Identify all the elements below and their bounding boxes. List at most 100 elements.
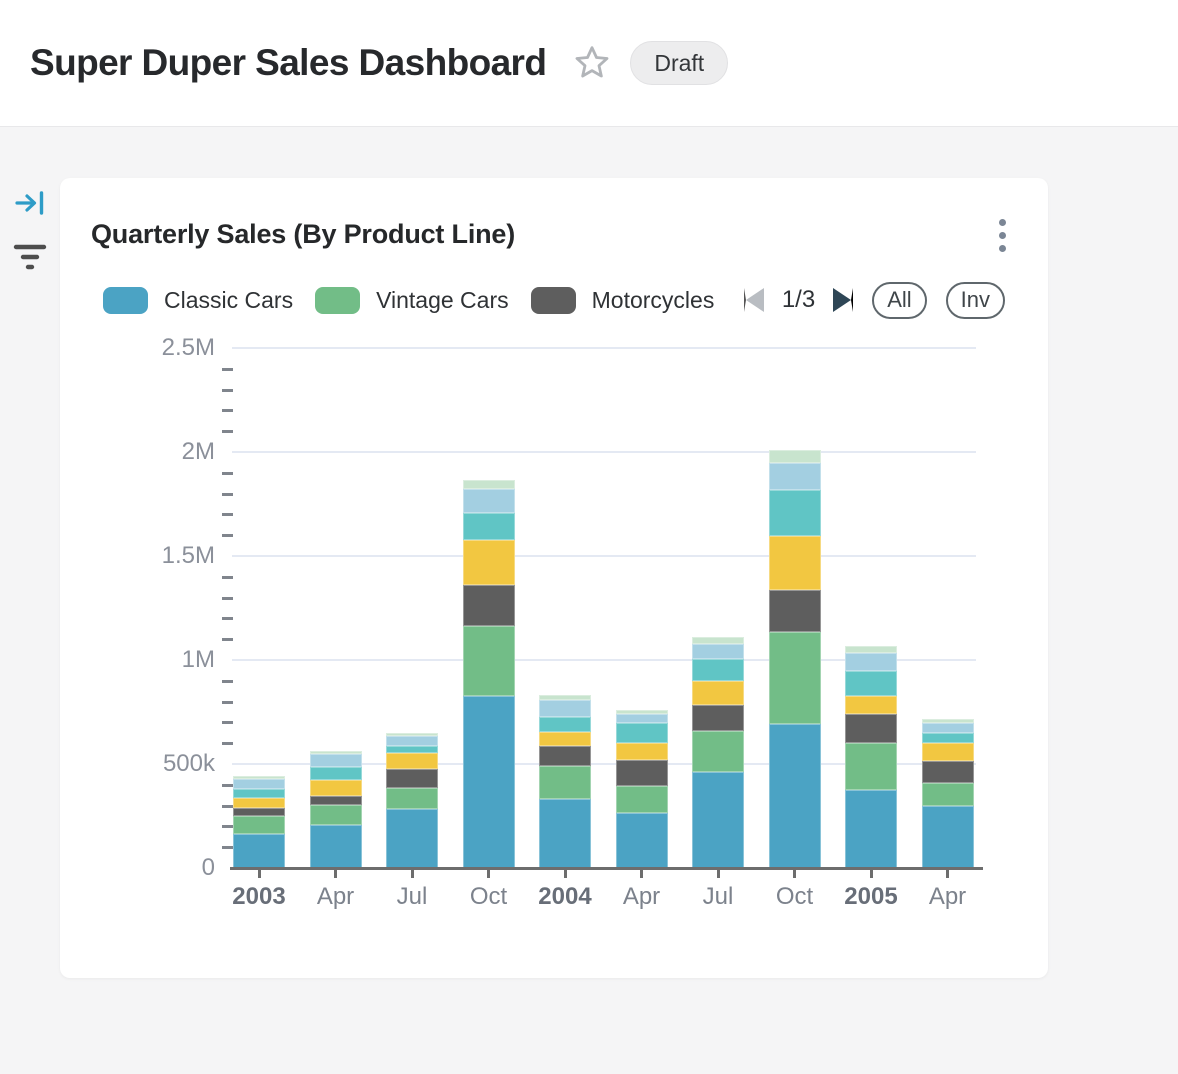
bar-segment-vintage-cars[interactable] [921,782,974,807]
bar-segment-series-6[interactable] [309,754,362,767]
bar-segment-series-7[interactable] [615,709,668,714]
bar-segment-vintage-cars[interactable] [233,816,285,834]
bar-segment-classic-cars[interactable] [768,724,821,868]
y-axis-minor-tick [222,367,233,371]
bar-segment-series-6[interactable] [921,723,974,733]
legend-label: Motorcycles [591,286,715,313]
y-axis-minor-tick [222,388,233,392]
bar-segment-vintage-cars[interactable] [309,805,362,825]
bar-apr-5 [615,709,668,868]
bar-segment-motorcycles[interactable] [921,760,974,783]
bar-segment-motorcycles[interactable] [462,584,515,626]
bar-segment-series-4[interactable] [921,742,974,761]
bar-segment-series-7[interactable] [845,645,897,654]
bar-2004-4 [539,695,591,868]
legend-select-all-button[interactable]: All [872,281,927,319]
bar-segment-series-4[interactable] [309,780,362,797]
bar-segment-motorcycles[interactable] [692,704,744,731]
legend-swatch [315,286,361,314]
bar-segment-series-5[interactable] [309,766,362,781]
y-axis-minor-tick [222,575,233,579]
bar-segment-motorcycles[interactable] [768,589,821,633]
bar-segment-motorcycles[interactable] [845,714,897,743]
y-axis-tick-label: 0 [201,854,215,881]
bar-segment-series-7[interactable] [233,776,285,780]
legend-item-classic-cars[interactable]: Classic Cars [103,286,293,314]
bar-segment-series-6[interactable] [692,643,744,660]
bar-segment-series-5[interactable] [768,489,821,537]
bar-2003-0 [233,776,285,868]
bar-segment-motorcycles[interactable] [233,808,285,817]
bar-segment-series-4[interactable] [768,536,821,590]
bar-segment-vintage-cars[interactable] [462,625,515,696]
bar-segment-classic-cars[interactable] [386,809,438,868]
bar-segment-series-6[interactable] [539,700,591,717]
bar-segment-series-5[interactable] [921,732,974,743]
bar-segment-series-6[interactable] [233,779,285,790]
bar-segment-classic-cars[interactable] [845,790,897,868]
legend-item-vintage-cars[interactable]: Vintage Cars [315,286,509,314]
favorite-star-icon[interactable] [572,43,612,83]
bar-segment-series-5[interactable] [462,512,515,540]
bar-segment-series-7[interactable] [768,450,821,463]
bar-segment-series-7[interactable] [386,733,438,737]
bar-segment-classic-cars[interactable] [921,806,974,868]
bar-segment-classic-cars[interactable] [615,813,668,868]
y-axis-minor-tick [222,700,233,704]
app-header: Super Duper Sales Dashboard Draft [0,0,1178,127]
bar-segment-series-6[interactable] [845,653,897,671]
bar-segment-vintage-cars[interactable] [692,730,744,772]
bar-segment-classic-cars[interactable] [309,824,362,868]
bar-segment-series-6[interactable] [768,462,821,490]
bar-segment-series-4[interactable] [845,696,897,715]
bar-segment-vintage-cars[interactable] [845,742,897,790]
bar-segment-series-6[interactable] [615,713,668,724]
y-axis-minor-tick [222,492,233,496]
bar-segment-series-7[interactable] [921,719,974,724]
bar-segment-series-4[interactable] [539,731,591,746]
bar-segment-series-4[interactable] [615,742,668,761]
bar-segment-series-7[interactable] [462,480,515,490]
bar-segment-vintage-cars[interactable] [386,788,438,810]
bar-segment-series-7[interactable] [309,750,362,755]
bar-segment-series-4[interactable] [386,753,438,770]
bar-segment-series-6[interactable] [386,736,438,747]
bar-segment-series-5[interactable] [615,723,668,743]
bar-segment-series-4[interactable] [462,540,515,585]
bar-segment-series-5[interactable] [386,746,438,754]
card-menu-button[interactable] [988,212,1016,258]
bar-segment-classic-cars[interactable] [233,833,285,868]
bar-segment-series-4[interactable] [692,680,744,705]
bar-segment-classic-cars[interactable] [539,798,591,868]
bar-segment-series-5[interactable] [539,716,591,732]
filter-button[interactable] [12,240,48,277]
bar-segment-vintage-cars[interactable] [539,765,591,799]
bar-segment-series-7[interactable] [692,637,744,644]
bar-jul-2 [386,733,438,868]
y-axis-minor-tick [222,430,233,434]
bar-segment-motorcycles[interactable] [309,796,362,805]
bar-segment-series-7[interactable] [539,695,591,700]
bar-segment-motorcycles[interactable] [539,745,591,766]
legend-prev-arrow-icon[interactable] [743,288,764,312]
legend-invert-button[interactable]: Inv [945,281,1005,319]
bar-segment-motorcycles[interactable] [386,769,438,789]
bar-segment-series-5[interactable] [692,659,744,681]
bar-segment-motorcycles[interactable] [615,760,668,787]
x-axis-label: Jul [702,883,734,910]
bar-segment-series-6[interactable] [462,489,515,513]
x-axis-tick [487,870,490,878]
legend-item-motorcycles[interactable]: Motorcycles [530,286,715,314]
expand-panel-button[interactable] [14,188,46,221]
bar-segment-classic-cars[interactable] [692,771,744,868]
legend-next-arrow-icon[interactable] [833,288,854,312]
bar-segment-vintage-cars[interactable] [615,786,668,814]
bar-segment-series-5[interactable] [845,670,897,696]
bar-segment-vintage-cars[interactable] [768,632,821,725]
stacked-bar-chart: 0 500k 1M 1.5M 2M 2.5M 2003 Apr Jul Oct 2004 Apr Jul… [162,334,983,910]
bar-segment-series-4[interactable] [233,797,285,809]
gridline [232,763,976,765]
bar-segment-series-5[interactable] [233,789,285,798]
bar-segment-classic-cars[interactable] [462,695,515,868]
y-axis-minor-tick [222,825,233,829]
